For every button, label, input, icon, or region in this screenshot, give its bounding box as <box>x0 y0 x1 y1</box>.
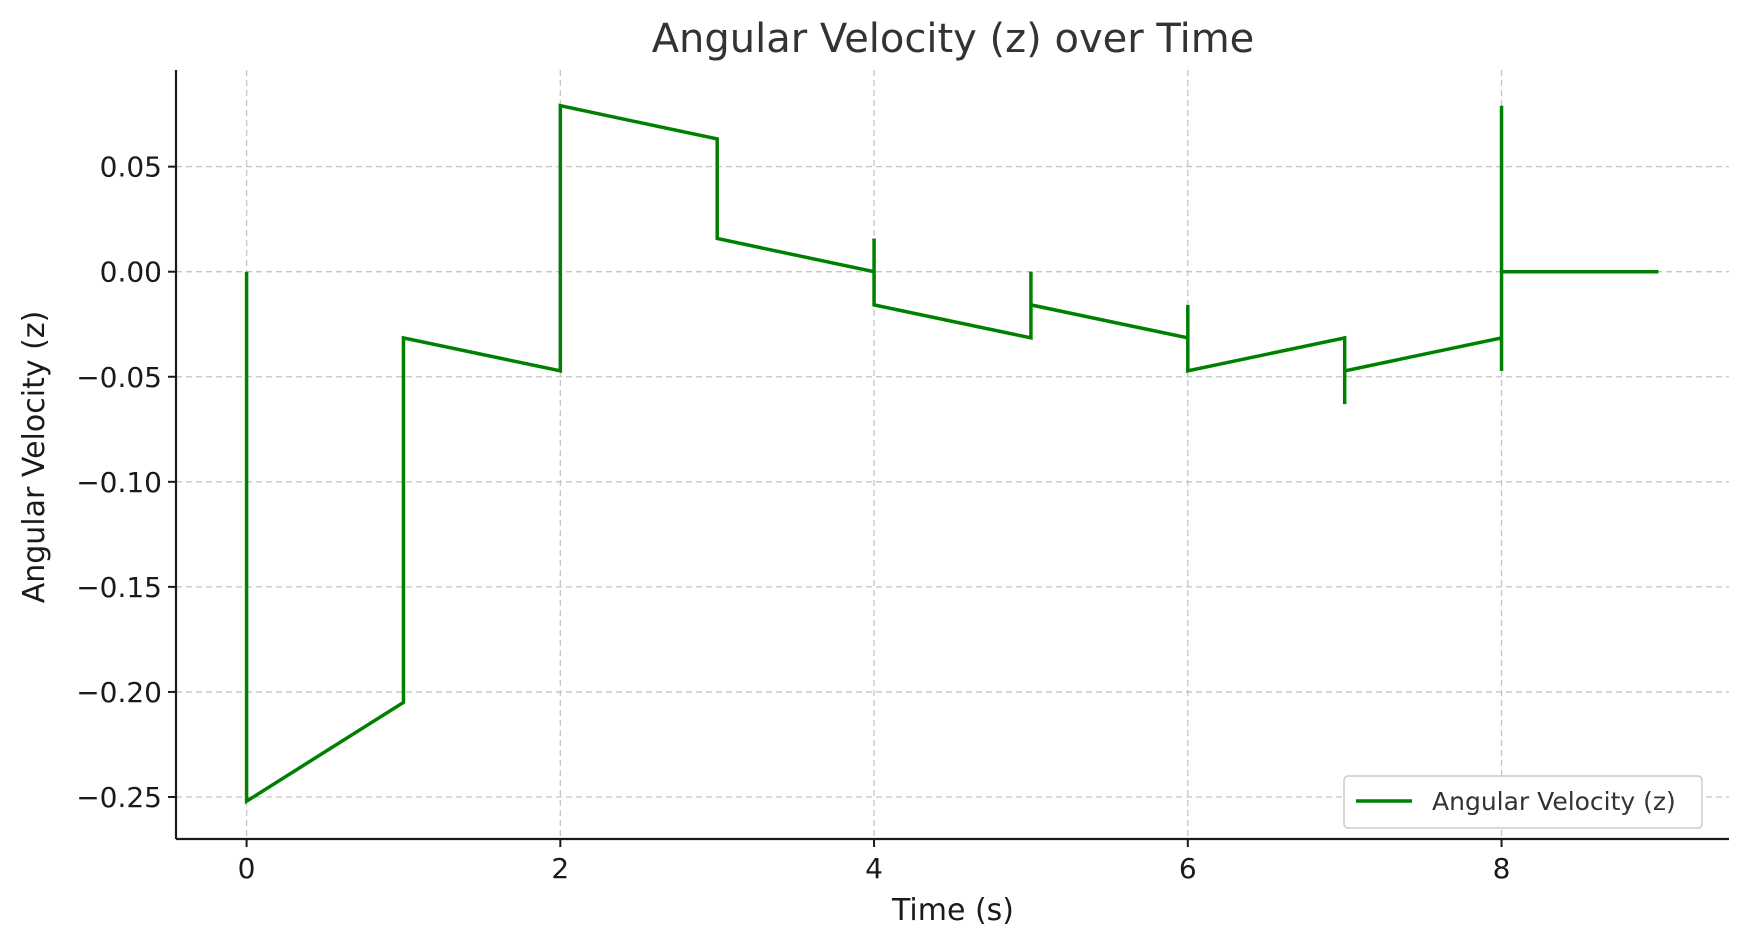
x-tick-label: 8 <box>1493 852 1511 885</box>
x-tick-label: 6 <box>1179 852 1197 885</box>
y-tick-label: −0.25 <box>76 781 162 814</box>
axes: 0 2 4 6 8 0.05 0.00 −0.05 −0.10 −0.15 −0.20 −0.25 <box>76 70 1729 885</box>
legend-box <box>1343 775 1703 829</box>
y-tick-label: −0.20 <box>76 676 162 709</box>
y-axis-label: Angular Velocity (z) <box>17 311 52 604</box>
grid <box>176 70 1729 839</box>
series-line <box>244 103 1659 805</box>
y-tick-label: −0.15 <box>76 571 162 604</box>
plot-area <box>244 103 1659 805</box>
x-tick-label: 0 <box>238 852 256 885</box>
legend: Angular Velocity (z) <box>1343 775 1703 829</box>
x-tick-label: 2 <box>551 852 569 885</box>
legend-label: Angular Velocity (z) <box>1432 787 1676 816</box>
y-tick-label: 0.00 <box>100 256 162 289</box>
chart-title: Angular Velocity (z) over Time <box>652 16 1255 62</box>
x-axis-label: Time (s) <box>891 893 1014 928</box>
y-tick-label: 0.05 <box>100 151 162 184</box>
y-tick-label: −0.05 <box>76 361 162 394</box>
y-tick-label: −0.10 <box>76 466 162 499</box>
x-tick-label: 4 <box>865 852 883 885</box>
